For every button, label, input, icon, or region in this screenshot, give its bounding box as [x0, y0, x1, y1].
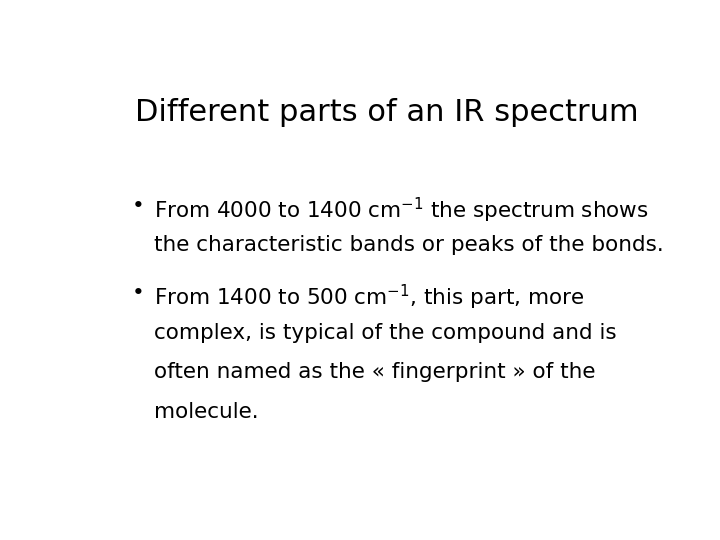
Text: complex, is typical of the compound and is: complex, is typical of the compound and …	[154, 322, 617, 342]
Text: From 1400 to 500 cm$^{-1}$, this part, more: From 1400 to 500 cm$^{-1}$, this part, m…	[154, 283, 585, 312]
Text: the characteristic bands or peaks of the bonds.: the characteristic bands or peaks of the…	[154, 235, 664, 255]
Text: From 4000 to 1400 cm$^{-1}$ the spectrum shows: From 4000 to 1400 cm$^{-1}$ the spectrum…	[154, 196, 649, 225]
Text: molecule.: molecule.	[154, 402, 258, 422]
Text: •: •	[132, 283, 145, 303]
Text: often named as the « fingerprint » of the: often named as the « fingerprint » of th…	[154, 362, 595, 382]
Text: Different parts of an IR spectrum: Different parts of an IR spectrum	[135, 98, 638, 127]
Text: •: •	[132, 196, 145, 216]
